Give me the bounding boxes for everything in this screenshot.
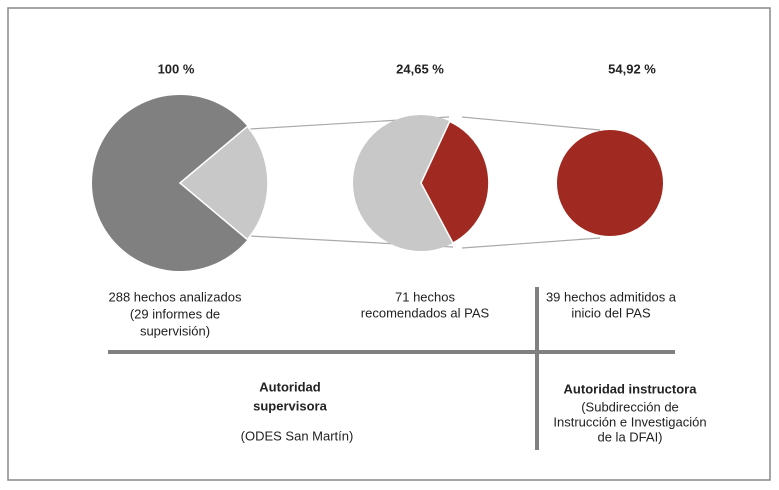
authority-title: supervisora (253, 398, 327, 413)
pie (557, 130, 663, 236)
authority-title: Autoridad instructora (564, 381, 698, 396)
percent-label: 54,92 % (608, 61, 656, 76)
stage-label: 288 hechos analizados (109, 289, 242, 304)
stage-label: 39 hechos admitidos a (546, 289, 677, 304)
pie-slice (178, 125, 269, 241)
stage-label: inicio del PAS (571, 305, 651, 320)
authority-title: Autoridad (259, 379, 320, 394)
pie-slice (420, 120, 490, 245)
pie-slice (92, 95, 248, 271)
stage-label: 71 hechos (395, 289, 455, 304)
stage-label: supervisión) (140, 323, 210, 338)
authority-detail: de la DFAI) (597, 429, 662, 444)
stage-label: (29 informes de (130, 306, 220, 321)
authority-detail: (Subdirección de (581, 399, 679, 414)
authority-detail: (ODES San Martín) (241, 428, 354, 443)
connector (461, 116, 601, 131)
connector (461, 237, 601, 249)
stage-label: recomendados al PAS (361, 305, 490, 320)
percent-label: 24,65 % (396, 61, 444, 76)
percent-label: 100 % (158, 61, 195, 76)
authority-detail: Instrucción e Investigación (553, 414, 706, 429)
